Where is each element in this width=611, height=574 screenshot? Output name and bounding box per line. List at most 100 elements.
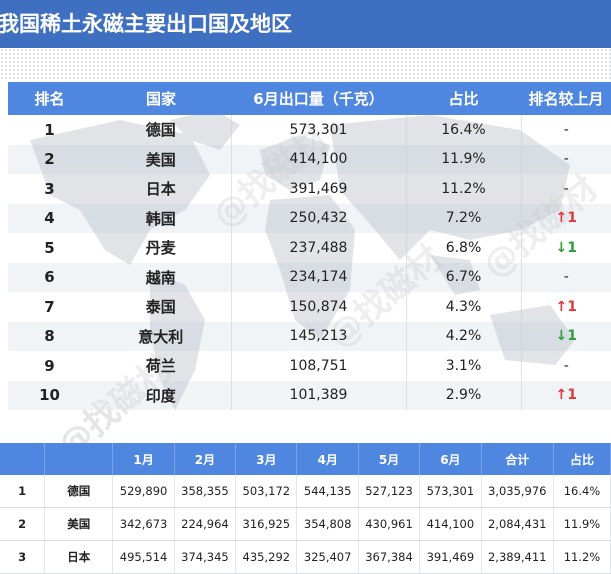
quantity-cell: 573,301 [230,115,407,145]
apr-cell: 354,808 [296,507,359,541]
dotted-divider [0,48,611,80]
table-row: 7 泰国 150,874 4.3% ↑1 [8,292,611,322]
share-cell: 11.2% [553,540,611,574]
col-header-country: 国家 [91,82,231,115]
share-cell: 4.3% [405,292,522,322]
col-header-share: 占比 [406,82,521,115]
rank-down-indicator: ↓1 [555,239,577,256]
col-header-mar: 3月 [235,443,298,475]
share-cell: 7.2% [405,203,522,233]
may-cell: 527,123 [358,475,421,508]
feb-cell: 224,964 [174,507,237,541]
may-cell: 430,961 [358,507,421,541]
share-cell: 6.7% [405,262,522,292]
share-cell: 11.9% [553,507,611,541]
col-header-jan: 1月 [112,443,175,475]
share-cell: 2.9% [405,380,522,410]
rank-cell: 3 [0,540,46,574]
country-cell: 泰国 [91,292,231,322]
total-cell: 3,035,976 [481,475,554,508]
share-cell: 11.2% [405,174,522,204]
table-row: 3 日本 391,469 11.2% - [8,174,611,204]
rank-unchanged-indicator: - [563,357,569,374]
quantity-cell: 250,432 [230,203,407,233]
rank-change-cell: - [521,262,611,292]
country-cell: 日本 [91,174,231,204]
quantity-cell: 237,488 [230,233,407,263]
table-row: 1 德国 529,890 358,355 503,172 544,135 527,123 57… [0,475,611,508]
rank-cell: 1 [0,475,46,508]
country-cell: 日本 [44,540,114,574]
col-header-blank [0,443,46,475]
jun-cell: 391,469 [419,540,482,574]
country-cell: 美国 [91,144,231,174]
rank-up-indicator: ↑1 [555,210,577,227]
table-row: 4 韩国 250,432 7.2% ↑1 [8,203,611,233]
table-row: 8 意大利 145,213 4.2% ↓1 [8,321,611,351]
quantity-cell: 150,874 [230,292,407,322]
rank-cell: 6 [8,262,91,292]
table-row: 3 日本 495,514 374,345 435,292 325,407 367,384 39… [0,540,611,574]
rank-change-cell: - [521,351,611,381]
share-cell: 4.2% [405,321,522,351]
col-header-share: 占比 [553,443,611,475]
feb-cell: 374,345 [174,540,237,574]
quantity-cell: 391,469 [230,174,407,204]
table-row: 5 丹麦 237,488 6.8% ↓1 [8,233,611,263]
table-row: 2 美国 414,100 11.9% - [8,144,611,174]
share-cell: 11.9% [405,144,522,174]
col-header-may: 5月 [358,443,421,475]
mar-cell: 316,925 [235,507,298,541]
country-cell: 德国 [91,115,231,145]
country-cell: 美国 [44,507,114,541]
share-cell: 16.4% [553,475,611,508]
mar-cell: 503,172 [235,475,298,508]
col-header-feb: 2月 [174,443,237,475]
country-cell: 印度 [91,380,231,410]
rank-change-cell: ↑1 [521,203,611,233]
share-cell: 16.4% [405,115,522,145]
quantity-cell: 414,100 [230,144,407,174]
col-header-blank [44,443,114,475]
apr-cell: 544,135 [296,475,359,508]
col-header-quantity: 6月出口量（千克） [231,82,406,115]
page-title-bar: 我国稀土永磁主要出口国及地区 [0,0,611,48]
jan-cell: 529,890 [112,475,175,508]
export-ranking-table: 排名 国家 6月出口量（千克） 占比 排名较上月 1 德国 573,301 16.4%… [8,82,611,410]
country-cell: 德国 [44,475,114,508]
col-header-rank-change: 排名较上月 [521,82,611,115]
rank-cell: 2 [8,144,91,174]
table-row: 9 荷兰 108,751 3.1% - [8,351,611,381]
country-cell: 意大利 [91,321,231,351]
table-row: 1 德国 573,301 16.4% - [8,115,611,145]
table-row: 10 印度 101,389 2.9% ↑1 [8,380,611,410]
rank-change-cell: - [521,144,611,174]
rank-cell: 2 [0,507,46,541]
rank-change-cell: - [521,115,611,145]
col-header-apr: 4月 [296,443,359,475]
rank-change-cell: ↓1 [521,233,611,263]
may-cell: 367,384 [358,540,421,574]
rank-change-cell: ↓1 [521,321,611,351]
col-header-total: 合计 [481,443,554,475]
page-title: 我国稀土永磁主要出口国及地区 [0,12,292,36]
rank-change-cell: ↑1 [521,292,611,322]
rank-cell: 5 [8,233,91,263]
jan-cell: 495,514 [112,540,175,574]
country-cell: 越南 [91,262,231,292]
rank-change-cell: - [521,174,611,204]
jun-cell: 414,100 [419,507,482,541]
quantity-cell: 145,213 [230,321,407,351]
rank-change-cell: ↑1 [521,380,611,410]
rank-cell: 8 [8,321,91,351]
country-cell: 荷兰 [91,351,231,381]
total-cell: 2,389,411 [481,540,554,574]
quantity-cell: 108,751 [230,351,407,381]
feb-cell: 358,355 [174,475,237,508]
rank-unchanged-indicator: - [563,121,569,138]
quantity-cell: 101,389 [230,380,407,410]
jun-cell: 573,301 [419,475,482,508]
jan-cell: 342,673 [112,507,175,541]
rank-up-indicator: ↑1 [555,387,577,404]
rank-down-indicator: ↓1 [555,328,577,345]
